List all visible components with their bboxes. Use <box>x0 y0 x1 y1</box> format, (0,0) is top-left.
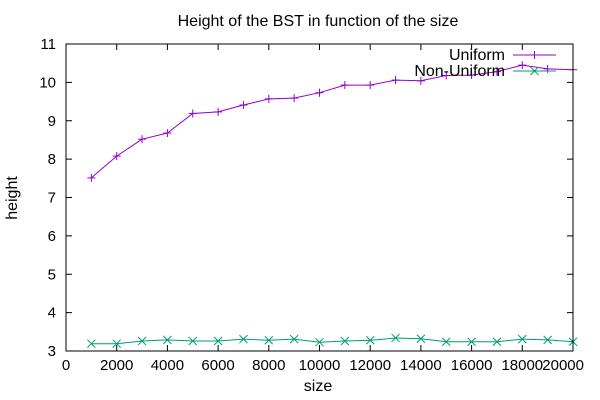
marker-stroke <box>289 334 299 344</box>
data-point-uniform <box>492 67 501 76</box>
data-point-uniform <box>87 173 96 182</box>
x-axis-label: size <box>304 378 333 395</box>
marker-stroke <box>239 334 248 344</box>
x-tick-label: 18000 <box>501 357 543 374</box>
data-point-uniform <box>391 76 400 85</box>
legend-item-non-uniform: Non-Uniform <box>414 63 556 80</box>
series-line-non-uniform <box>91 337 574 345</box>
data-point-uniform <box>264 94 273 103</box>
marker-stroke <box>137 336 147 346</box>
series-uniform <box>87 61 577 182</box>
data-point-non-uniform <box>188 336 198 346</box>
data-point-non-uniform <box>264 335 274 345</box>
marker-stroke <box>86 339 96 349</box>
y-axis-label: height <box>4 176 21 220</box>
data-point-uniform <box>467 71 476 80</box>
chart-title: Height of the BST in function of the siz… <box>178 13 459 30</box>
marker-stroke <box>416 334 426 344</box>
data-point-non-uniform <box>543 335 553 345</box>
data-point-non-uniform <box>289 334 299 344</box>
data-point-uniform <box>543 64 552 73</box>
legend-marker <box>530 51 539 59</box>
marker-stroke <box>163 335 172 345</box>
x-tick-label: 16000 <box>451 357 493 374</box>
data-point-uniform <box>366 81 375 90</box>
x-tick-label: 4000 <box>151 357 184 374</box>
x-tick-label: 10000 <box>299 357 341 374</box>
data-point-non-uniform <box>86 339 96 349</box>
data-point-uniform <box>416 76 425 85</box>
marker-stroke <box>391 333 400 343</box>
marker-stroke <box>315 337 324 347</box>
marker-stroke <box>365 335 375 345</box>
data-point-non-uniform <box>492 337 502 347</box>
marker-stroke <box>340 336 350 346</box>
data-point-non-uniform <box>239 334 248 344</box>
marker-stroke <box>543 335 553 345</box>
data-point-non-uniform <box>340 336 350 346</box>
series-line-uniform <box>90 64 574 179</box>
y-axis: 3 4 5 6 7 8 9 10 11 <box>39 36 573 360</box>
data-point-non-uniform <box>315 337 324 347</box>
legend-item-uniform: Uniform <box>449 47 556 64</box>
y-tick-label: 8 <box>48 151 56 168</box>
x-tick-label: 6000 <box>201 357 234 374</box>
marker-stroke <box>188 336 198 346</box>
plot-area <box>86 61 578 349</box>
marker-stroke <box>112 339 122 349</box>
data-point-non-uniform <box>163 335 172 345</box>
legend-marker <box>530 66 539 76</box>
y-tick-label: 5 <box>48 266 56 283</box>
series-non-uniform <box>86 333 578 349</box>
marker-stroke <box>467 337 476 347</box>
y-tick-label: 3 <box>48 343 56 360</box>
data-point-non-uniform <box>467 337 476 347</box>
data-point-uniform <box>239 101 248 110</box>
legend-label: Non-Uniform <box>414 63 505 80</box>
data-point-uniform <box>112 152 121 161</box>
data-point-non-uniform <box>112 339 122 349</box>
y-tick-label: 11 <box>40 36 56 53</box>
x-axis: 0 2000 4000 6000 8000 10000 12000 14000 16000 180… <box>62 44 584 374</box>
y-tick-label: 7 <box>48 190 56 207</box>
data-point-non-uniform <box>391 333 400 343</box>
marker-stroke <box>213 336 223 346</box>
data-point-non-uniform <box>441 337 451 347</box>
y-tick-label: 9 <box>48 113 56 130</box>
data-point-uniform <box>163 129 172 138</box>
marker-stroke <box>441 337 451 347</box>
x-tick-label: 14000 <box>400 357 442 374</box>
x-tick-label: 12000 <box>349 357 391 374</box>
data-point-uniform <box>214 107 223 116</box>
x-tick-label: 20000 <box>542 357 584 374</box>
x-tick-label: 0 <box>62 357 70 374</box>
x-tick-label: 2000 <box>100 357 133 374</box>
y-tick-label: 6 <box>48 228 56 245</box>
legend-label: Uniform <box>449 47 505 64</box>
x-tick-label: 8000 <box>252 357 285 374</box>
data-point-non-uniform <box>213 336 223 346</box>
y-tick-label: 10 <box>39 74 56 91</box>
data-point-uniform <box>315 88 324 97</box>
data-point-non-uniform <box>137 336 147 346</box>
marker-stroke <box>530 66 539 76</box>
data-point-uniform <box>188 109 197 118</box>
data-point-non-uniform <box>416 334 426 344</box>
y-tick-label: 4 <box>48 305 56 322</box>
data-point-uniform <box>340 81 349 90</box>
marker-stroke <box>264 335 274 345</box>
data-point-non-uniform <box>365 335 375 345</box>
data-point-uniform <box>138 135 147 144</box>
data-point-uniform <box>518 61 527 70</box>
data-point-uniform <box>290 94 299 103</box>
marker-stroke <box>492 337 502 347</box>
data-point-non-uniform <box>517 334 527 344</box>
data-point-uniform <box>442 71 451 80</box>
marker-stroke <box>517 334 527 344</box>
